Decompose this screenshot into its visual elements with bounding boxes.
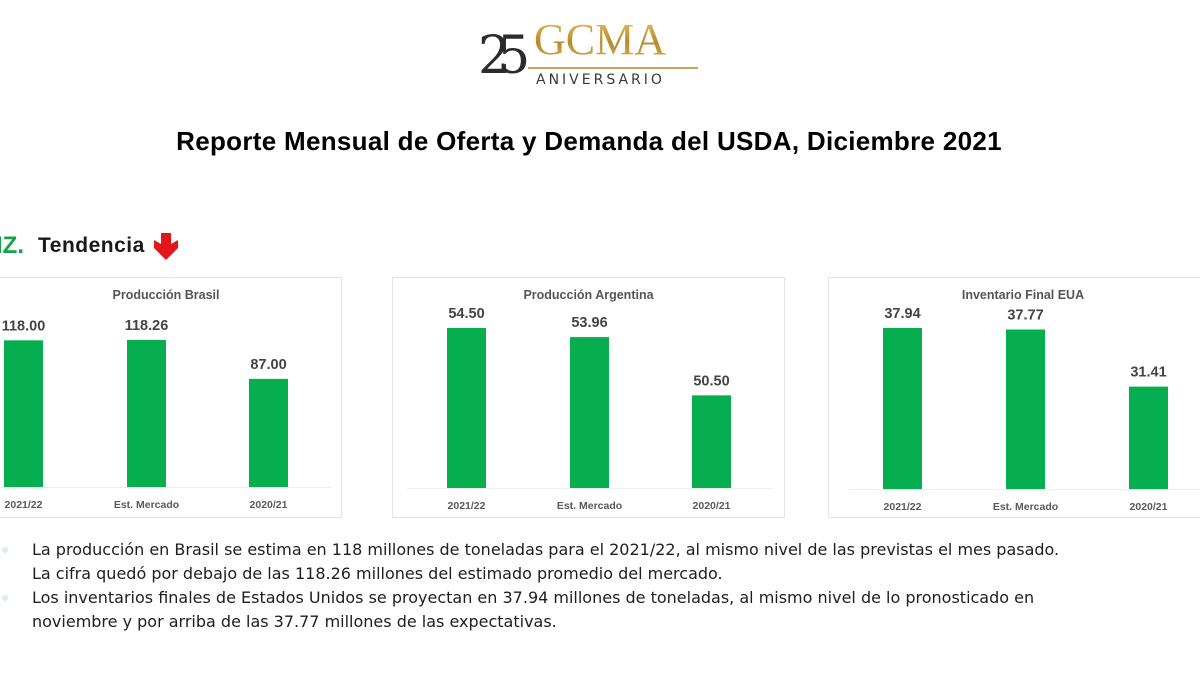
bullet-line: La producción en Brasil se estima en 118… [32,540,1060,559]
bullet-marker [2,595,8,601]
chart-card-produccion-brasil: Producción Brasil 118.00 2021/22 118.26 Est… [0,277,342,518]
x-tick-label: 2020/21 [693,500,731,512]
bar-2020-21 [249,378,288,487]
logo-rule [528,67,698,69]
bar-est-mercado [1006,329,1045,489]
chart-card-inventario-final-eua: Inventario Final EUA 37.94 2021/22 37.77 Es… [828,277,1200,518]
bullet-marker [2,547,8,553]
x-tick-label: 2020/21 [1130,501,1168,513]
x-tick-label: 2021/22 [884,501,922,513]
x-tick-label: 2021/22 [5,499,43,511]
data-label: 53.96 [571,315,607,331]
x-tick-label: Est. Mercado [114,499,179,511]
bar-2021-22 [4,340,43,487]
bar-est-mercado [127,340,166,487]
bar-2020-21 [1129,386,1168,489]
data-label: 118.00 [2,318,46,334]
section-label: Tendencia [38,234,145,257]
bar-est-mercado [570,337,609,488]
bar-2021-22 [447,328,486,488]
data-label: 31.41 [1130,365,1166,381]
x-tick-label: Est. Mercado [993,501,1058,513]
logo-subtitle: ANIVERSARIO [536,72,665,88]
bar-2021-22 [883,328,922,489]
chart-title: Producción Argentina [523,288,654,302]
chart-title: Producción Brasil [112,288,220,302]
bullet-line: La cifra quedó por debajo de las 118.26 … [32,564,723,583]
chart-title: Inventario Final EUA [961,288,1085,302]
bullet-line: noviembre y por arriba de las 37.77 mill… [32,612,557,631]
x-tick-label: Est. Mercado [557,500,622,512]
gcma-logo: 25 GCMA ANIVERSARIO [478,12,703,97]
bullet-item: La producción en Brasil se estima en 118… [2,538,1200,586]
bar-chart-argentina: 54.50 2021/22 53.96 Est. Mercado 50.50 2020/2… [407,306,773,512]
bar-chart-inventario: 37.94 2021/22 37.77 Est. Mercado 31.41 2020/2… [849,306,1200,513]
chart-card-produccion-argentina: Producción Argentina 54.50 2021/22 53.96 Es… [392,277,785,518]
summary-bullets: La producción en Brasil se estima en 118… [2,538,1200,634]
section-heading: IZ. Tendencia [0,230,181,262]
page-title: Reporte Mensual de Oferta y Demanda del … [176,126,1002,156]
data-label: 37.94 [884,306,920,322]
x-tick-label: 2021/22 [448,500,486,512]
data-label: 37.77 [1007,308,1043,324]
bullet-line: Los inventarios finales de Estados Unido… [32,588,1035,607]
logo-brand: GCMA [534,15,667,64]
data-label: 118.26 [125,318,169,334]
x-tick-label: 2020/21 [250,499,288,511]
data-label: 50.50 [693,373,729,389]
section-prefix: IZ. [0,232,24,259]
bullet-item: Los inventarios finales de Estados Unido… [2,586,1200,634]
bar-chart-brasil: 118.00 2021/22 118.26 Est. Mercado 87.00 2020… [0,318,331,511]
data-label: 54.50 [448,306,484,322]
logo-anniversary-number: 25 [478,26,530,86]
arrow-down-icon [153,233,178,260]
bar-2020-21 [692,395,731,488]
data-label: 87.00 [250,357,286,373]
